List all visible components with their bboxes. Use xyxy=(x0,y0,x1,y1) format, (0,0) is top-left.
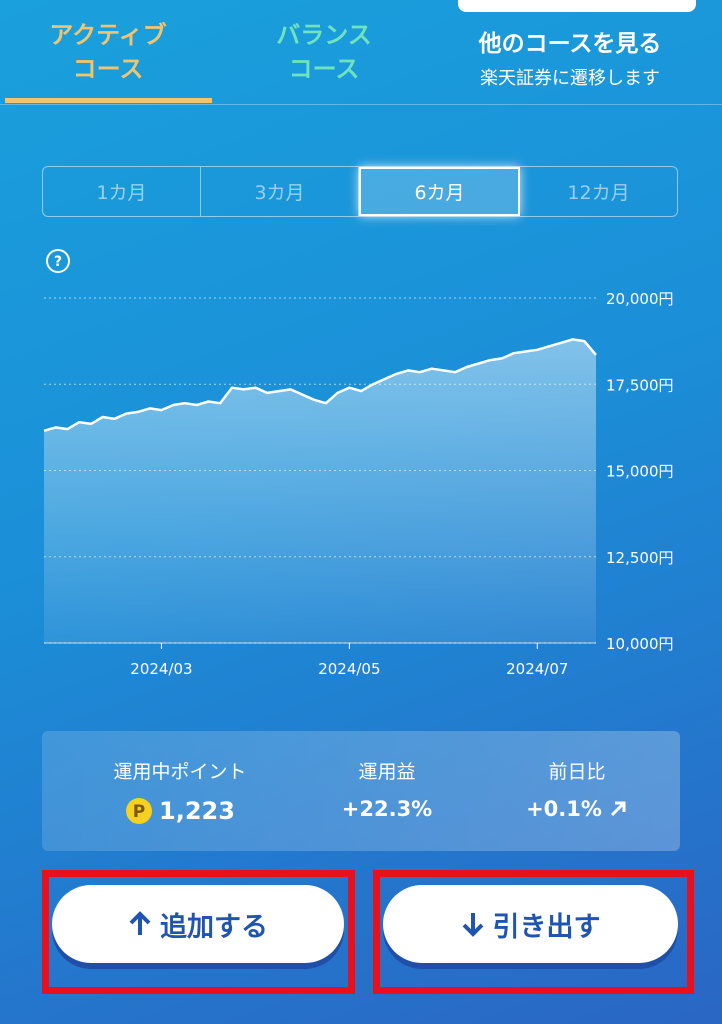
button-label: 引き出す xyxy=(492,911,601,943)
chart: 10,000円 12,500円 15,000円 17,500円 20,000円 2024/… xyxy=(43,290,674,678)
tab-balance[interactable]: バランス コース xyxy=(224,18,424,86)
add-button[interactable]: 追加する xyxy=(52,885,344,963)
badge xyxy=(458,0,696,12)
tab-other[interactable]: 他のコースを見る 楽天証券に遷移します xyxy=(440,24,700,90)
summary-label: 運用益 xyxy=(358,761,416,783)
x-tick-label: 2024/03 xyxy=(130,660,192,678)
line xyxy=(43,338,597,433)
summary-value: +0.1% xyxy=(526,797,602,821)
arrow-up-icon xyxy=(129,911,151,935)
tab-label: バランス xyxy=(276,21,372,49)
summary-value: 1,223 xyxy=(159,797,235,825)
area xyxy=(44,339,596,643)
tab-label: コース xyxy=(72,55,144,83)
summary-label: 前日比 xyxy=(548,761,606,783)
highlight-box xyxy=(373,870,694,994)
tab-title: 他のコースを見る xyxy=(478,31,662,57)
y-tick-label: 12,500円 xyxy=(606,549,674,567)
withdraw-button[interactable]: 引き出す xyxy=(383,885,678,963)
y-tick-label: 15,000円 xyxy=(606,463,674,481)
svg-text:P: P xyxy=(133,802,145,822)
point-icon: P xyxy=(126,798,153,824)
period-button[interactable]: 1カ月 xyxy=(43,167,201,216)
svg-text:?: ? xyxy=(54,254,62,270)
tab-underline xyxy=(5,98,212,103)
y-tick-label: 17,500円 xyxy=(606,376,674,394)
highlight-box xyxy=(42,870,355,994)
tab-active[interactable]: アクティブ コース xyxy=(8,18,208,86)
tab-label: アクティブ xyxy=(49,21,167,49)
period-button[interactable]: 3カ月 xyxy=(201,167,359,216)
period-button[interactable]: 12カ月 xyxy=(567,182,630,204)
button-label: 追加する xyxy=(160,911,268,943)
tab-subtitle: 楽天証券に遷移します xyxy=(480,68,660,89)
tab-label: コース xyxy=(288,55,360,83)
y-tick-label: 20,000円 xyxy=(606,290,674,308)
divider xyxy=(0,104,722,105)
up-arrow-icon xyxy=(610,801,626,817)
summary-card: 運用中ポイント 運用益 前日比 P 1,223 +22.3% +0.1% xyxy=(42,731,680,851)
summary-value: +22.3% xyxy=(341,797,433,821)
y-tick-label: 10,000円 xyxy=(606,635,674,653)
arrow-down-icon xyxy=(462,913,483,937)
x-tick-label: 2024/07 xyxy=(506,660,568,678)
summary-label: 運用中ポイント xyxy=(113,761,247,783)
period-button[interactable]: 6カ月 xyxy=(359,167,520,216)
period-selector: 1カ月 3カ月 6カ月 12カ月 xyxy=(42,166,678,217)
x-tick-label: 2024/05 xyxy=(318,660,380,678)
help-icon[interactable]: ? xyxy=(44,247,72,275)
